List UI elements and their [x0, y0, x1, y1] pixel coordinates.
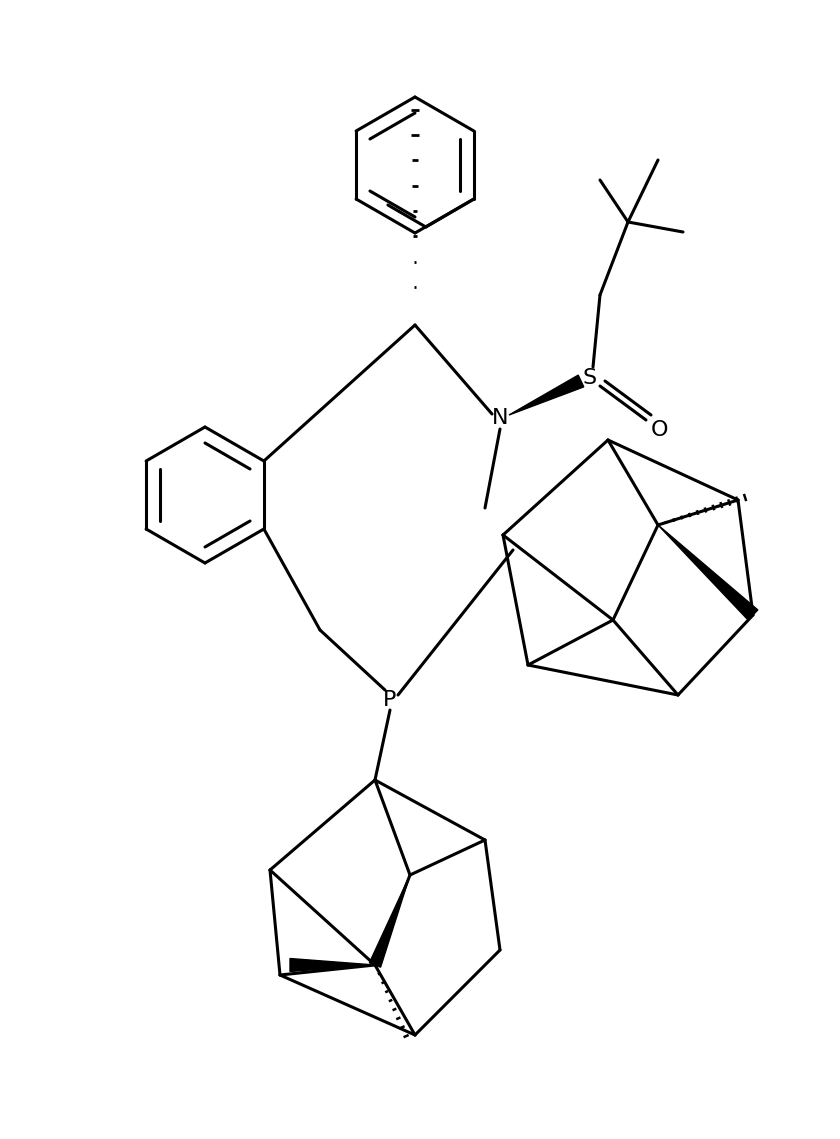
- Polygon shape: [370, 875, 410, 967]
- Text: S: S: [583, 368, 597, 388]
- Polygon shape: [509, 375, 584, 415]
- Text: O: O: [651, 420, 669, 440]
- Polygon shape: [290, 959, 375, 972]
- Text: P: P: [383, 690, 396, 710]
- Text: N: N: [491, 408, 508, 428]
- Polygon shape: [658, 525, 758, 620]
